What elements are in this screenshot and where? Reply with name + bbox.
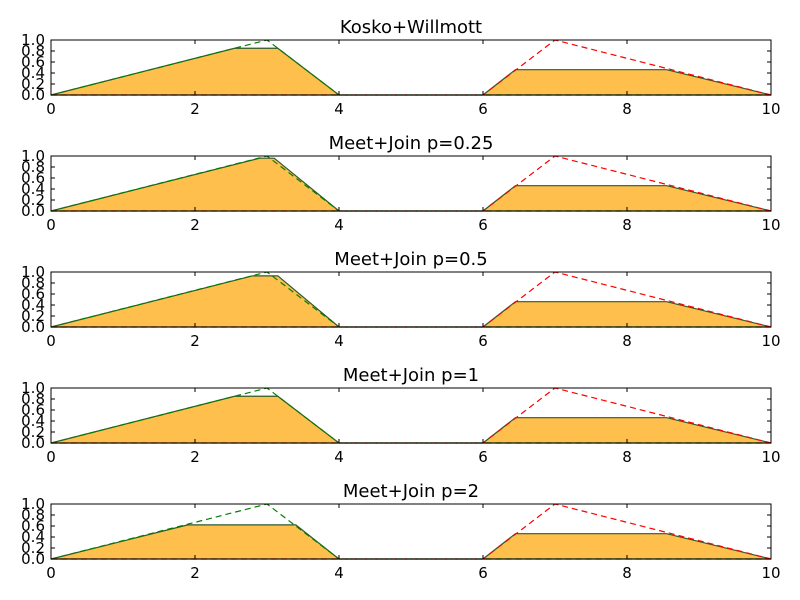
y-tick-label: 0.4 xyxy=(21,180,45,198)
x-tick-label: 4 xyxy=(334,216,344,234)
y-tick-label: 1.0 xyxy=(21,379,45,397)
y-tick-label: 0.2 xyxy=(21,191,45,209)
y-tick-label: 0.6 xyxy=(21,169,45,187)
x-tick-label: 0 xyxy=(46,216,56,234)
y-tick-label: 0.6 xyxy=(21,401,45,419)
x-tick-label: 8 xyxy=(622,448,632,466)
x-tick-label: 2 xyxy=(190,564,200,582)
x-tick-label: 2 xyxy=(190,100,200,118)
result-area xyxy=(50,275,772,328)
y-tick-label: 0.8 xyxy=(21,42,45,60)
y-tick-label: 0.6 xyxy=(21,285,45,303)
subplot-2: Meet+Join p=0.25 0 2 4 6 8 10 0.00.20.40.60.81.… xyxy=(21,133,780,234)
subplot-1: Kosko+Willmott 0 2 4 6 8 10 0.00.20.40.60.81.0 xyxy=(21,17,780,118)
axes-frame xyxy=(50,39,772,96)
y-tick-label: 0.8 xyxy=(21,158,45,176)
x-tick-label: 0 xyxy=(46,448,56,466)
membership-green-dashed-line xyxy=(50,155,771,212)
x-tick-label: 8 xyxy=(622,100,632,118)
subplot-4: Meet+Join p=1 0 2 4 6 8 10 0.00.20.40.60.81.0 xyxy=(21,365,780,466)
x-tick-label: 10 xyxy=(761,564,780,582)
y-tick-label: 0.8 xyxy=(21,390,45,408)
membership-green-dashed-line xyxy=(50,387,771,444)
x-tick-label: 4 xyxy=(334,448,344,466)
y-tick-label: 0.4 xyxy=(21,412,45,430)
y-tick-label: 0.0 xyxy=(21,434,45,452)
subplot-title: Kosko+Willmott xyxy=(340,17,482,38)
y-tick-label: 0.2 xyxy=(21,423,45,441)
y-tick-label: 0.2 xyxy=(21,75,45,93)
y-tick-label: 0.2 xyxy=(21,307,45,325)
x-tick-label: 2 xyxy=(190,448,200,466)
subplot-title: Meet+Join p=0.25 xyxy=(329,133,494,154)
result-area xyxy=(50,157,772,212)
x-tick-label: 6 xyxy=(478,564,488,582)
x-tick-label: 0 xyxy=(46,564,56,582)
subplot-title: Meet+Join p=1 xyxy=(343,365,479,386)
y-tick-label: 1.0 xyxy=(21,147,45,165)
subplot-title: Meet+Join p=2 xyxy=(343,481,479,502)
x-tick-label: 2 xyxy=(190,332,200,350)
x-tick-label: 4 xyxy=(334,564,344,582)
axes-frame xyxy=(50,271,772,328)
y-tick-label: 0.4 xyxy=(21,64,45,82)
result-area xyxy=(50,395,772,444)
y-tick-label: 0.0 xyxy=(21,202,45,220)
x-tick-label: 10 xyxy=(761,100,780,118)
subplot-5: Meet+Join p=2 0 2 4 6 8 10 0.00.20.40.60.81.0 xyxy=(21,481,780,582)
x-tick-label: 6 xyxy=(478,216,488,234)
y-tick-label: 0.4 xyxy=(21,528,45,546)
y-tick-label: 0.0 xyxy=(21,550,45,568)
y-tick-label: 0.4 xyxy=(21,296,45,314)
y-tick-label: 1.0 xyxy=(21,263,45,281)
membership-green-dashed-line xyxy=(50,503,771,560)
axes-frame xyxy=(50,387,772,444)
x-tick-label: 2 xyxy=(190,216,200,234)
y-tick-label: 0.0 xyxy=(21,86,45,104)
y-tick-label: 0.8 xyxy=(21,506,45,524)
x-tick-label: 4 xyxy=(334,100,344,118)
result-area xyxy=(50,47,772,96)
axes-frame xyxy=(50,503,772,560)
axes-frame xyxy=(50,155,772,212)
x-tick-label: 4 xyxy=(334,332,344,350)
x-tick-label: 6 xyxy=(478,100,488,118)
x-tick-label: 0 xyxy=(46,100,56,118)
membership-green-dashed-line xyxy=(50,39,771,96)
y-tick-label: 0.2 xyxy=(21,539,45,557)
x-tick-label: 6 xyxy=(478,448,488,466)
membership-green-dashed-line xyxy=(50,271,771,328)
x-tick-label: 8 xyxy=(622,564,632,582)
x-tick-label: 10 xyxy=(761,448,780,466)
y-tick-label: 0.0 xyxy=(21,318,45,336)
y-tick-label: 0.8 xyxy=(21,274,45,292)
result-area xyxy=(50,524,772,560)
subplot-title: Meet+Join p=0.5 xyxy=(334,249,487,270)
x-tick-label: 8 xyxy=(622,332,632,350)
y-tick-label: 1.0 xyxy=(21,31,45,49)
subplot-3: Meet+Join p=0.5 0 2 4 6 8 10 0.00.20.40.60.81.0 xyxy=(21,249,780,350)
x-tick-label: 6 xyxy=(478,332,488,350)
y-tick-label: 0.6 xyxy=(21,517,45,535)
y-tick-label: 0.6 xyxy=(21,53,45,71)
x-tick-label: 10 xyxy=(761,332,780,350)
x-tick-label: 0 xyxy=(46,332,56,350)
x-tick-label: 10 xyxy=(761,216,780,234)
x-tick-label: 8 xyxy=(622,216,632,234)
y-tick-label: 1.0 xyxy=(21,495,45,513)
